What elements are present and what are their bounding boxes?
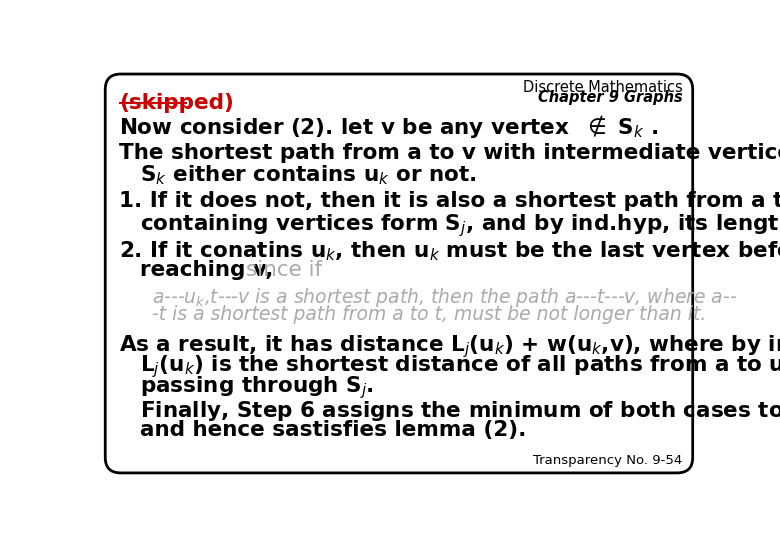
- Text: passing through S$_j$.: passing through S$_j$.: [140, 374, 374, 401]
- Text: (skipped): (skipped): [119, 93, 234, 113]
- Text: Chapter 9 Graphs: Chapter 9 Graphs: [538, 90, 682, 105]
- Text: a---u$_k$,t---v is a shortest path, then the path a---t---v, where a--: a---u$_k$,t---v is a shortest path, then…: [152, 286, 737, 309]
- Text: Finally, Step 6 assigns the minimum of both cases to L$_k$(v): Finally, Step 6 assigns the minimum of b…: [140, 399, 780, 423]
- Text: The shortest path from a to v with intermediate vertices among: The shortest path from a to v with inter…: [119, 143, 780, 163]
- Text: reaching v,: reaching v,: [140, 260, 274, 280]
- Text: L$_j$(u$_k$) is the shortest distance of all paths from a to u$_k$: L$_j$(u$_k$) is the shortest distance of…: [140, 354, 780, 380]
- Text: Now consider (2). let v be any vertex  $\notin$ S$_k$ .: Now consider (2). let v be any vertex $\…: [119, 113, 658, 140]
- Text: containing vertices form S$_j$, and by ind.hyp, its length is L$_j$(v).: containing vertices form S$_j$, and by i…: [140, 212, 780, 239]
- Text: Transparency No. 9-54: Transparency No. 9-54: [534, 454, 682, 467]
- Text: and hence sastisfies lemma (2).: and hence sastisfies lemma (2).: [140, 420, 526, 440]
- Text: since if: since if: [246, 260, 322, 280]
- Text: 1. If it does not, then it is also a shortest path from a to v: 1. If it does not, then it is also a sho…: [119, 191, 780, 211]
- Text: 2. If it conatins u$_k$, then u$_k$ must be the last vertex before: 2. If it conatins u$_k$, then u$_k$ must…: [119, 240, 780, 263]
- Text: Discrete Mathematics: Discrete Mathematics: [523, 80, 682, 95]
- FancyBboxPatch shape: [105, 74, 693, 473]
- Text: As a result, it has distance L$_j$(u$_k$) + w(u$_k$,v), where by ind.hyp.,: As a result, it has distance L$_j$(u$_k$…: [119, 333, 780, 360]
- Text: -t is a shortest path from a to t, must be not longer than it.: -t is a shortest path from a to t, must …: [152, 305, 706, 324]
- Text: S$_k$ either contains u$_k$ or not.: S$_k$ either contains u$_k$ or not.: [140, 164, 477, 187]
